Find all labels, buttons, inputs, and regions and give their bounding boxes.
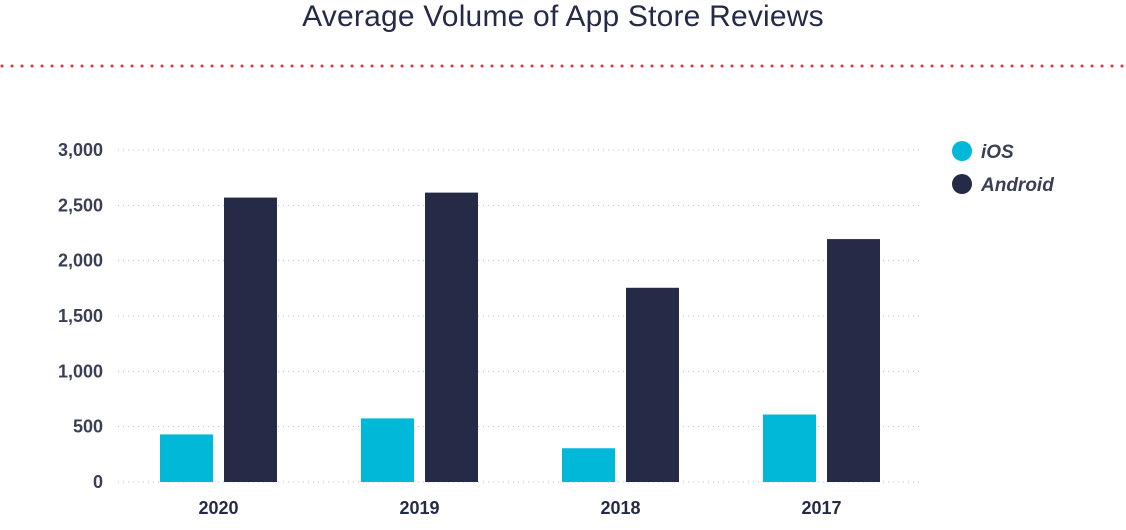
bars	[160, 192, 880, 482]
y-tick-label: 3,000	[58, 140, 103, 160]
legend: iOS Android	[952, 141, 1054, 196]
y-tick-label: 0	[93, 472, 103, 492]
x-tick-label: 2017	[801, 498, 841, 518]
x-tick-label: 2020	[198, 498, 238, 518]
y-tick-label: 1,500	[58, 306, 103, 326]
y-tick-label: 2,000	[58, 251, 103, 271]
legend-swatch-android	[952, 174, 972, 194]
chart-title: Average Volume of App Store Reviews	[302, 0, 824, 33]
bar-ios-2017	[763, 414, 816, 482]
bar-ios-2019	[361, 418, 414, 482]
legend-label-android: Android	[980, 175, 1054, 196]
y-tick-label: 2,500	[58, 195, 103, 215]
x-tick-label: 2018	[600, 498, 640, 518]
y-axis-ticks: 0 500 1,000 1,500 2,000 2,500 3,000	[58, 140, 103, 492]
legend-label-ios: iOS	[981, 142, 1014, 163]
legend-swatch-ios	[952, 141, 972, 161]
bar-android-2019	[425, 192, 478, 482]
x-axis-ticks: 2020 2019 2018 2017	[198, 498, 841, 518]
y-tick-label: 1,000	[58, 361, 103, 381]
bar-android-2020	[224, 197, 277, 482]
bar-ios-2020	[160, 434, 213, 482]
bar-android-2017	[827, 239, 880, 482]
bar-android-2018	[626, 287, 679, 482]
x-tick-label: 2019	[399, 498, 439, 518]
y-tick-label: 500	[73, 417, 103, 437]
bar-ios-2018	[562, 448, 615, 482]
